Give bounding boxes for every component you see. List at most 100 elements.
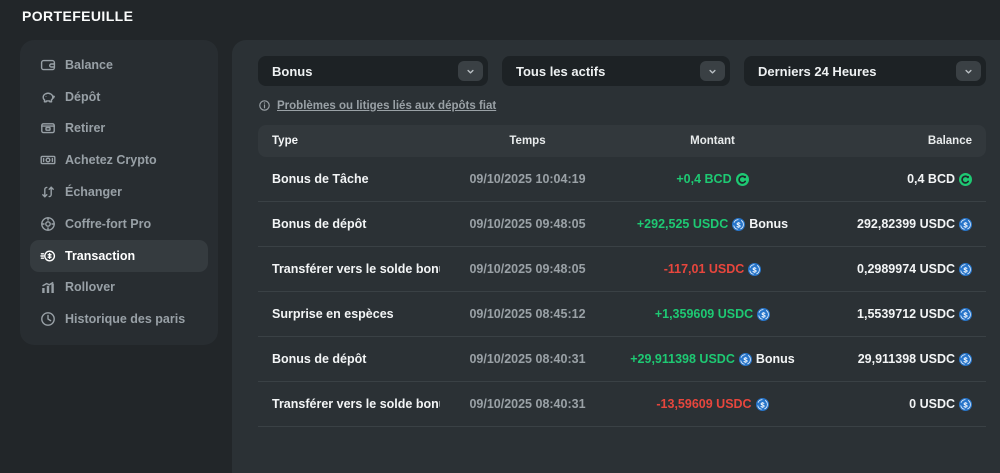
banknote-icon bbox=[40, 152, 56, 168]
transaction-time: 09/10/2025 10:04:19 bbox=[469, 172, 586, 186]
chevron-down-icon[interactable] bbox=[458, 61, 483, 81]
sidebar-item-label: Achetez Crypto bbox=[65, 153, 157, 168]
chevron-down-icon[interactable] bbox=[700, 61, 725, 81]
sidebar-item-changer[interactable]: Échanger bbox=[30, 176, 208, 208]
balance-value: 1,5539712 USDC bbox=[857, 307, 955, 321]
fiat-dispute-link[interactable]: Problèmes ou litiges liés aux dépôts fia… bbox=[277, 99, 497, 112]
amount-value: -13,59609 USDC bbox=[656, 397, 752, 411]
table-row: Surprise en espèces 09/10/2025 08:45:12 +1… bbox=[258, 292, 986, 337]
sidebar-item-label: Transaction bbox=[65, 248, 136, 263]
svg-text:$: $ bbox=[963, 220, 968, 229]
transaction-balance-cell: 0,2989974 USDC $ bbox=[810, 262, 972, 276]
transaction-time: 09/10/2025 08:40:31 bbox=[469, 352, 586, 366]
transaction-amount-cell: +0,4 BCD bbox=[615, 172, 810, 186]
table-header: Type Temps Montant Balance bbox=[258, 125, 986, 157]
usdc-coin-icon: $ bbox=[732, 217, 746, 231]
withdraw-icon bbox=[40, 120, 56, 136]
coin-icon bbox=[40, 248, 56, 264]
sidebar-item-retirer[interactable]: Retirer bbox=[30, 113, 208, 145]
svg-text:$: $ bbox=[963, 400, 968, 409]
sidebar-item-label: Rollover bbox=[65, 280, 116, 295]
transactions-table: Type Temps Montant Balance Bonus de Tâch… bbox=[258, 125, 986, 427]
usdc-coin-icon: $ bbox=[738, 352, 752, 366]
transaction-time: 09/10/2025 08:45:12 bbox=[469, 307, 586, 321]
sidebar-item-label: Balance bbox=[65, 57, 113, 72]
filter-bar: Bonus Tous les actifs Derniers 24 Heures bbox=[258, 56, 986, 86]
transaction-type: Surprise en espèces bbox=[272, 307, 394, 321]
table-body: Bonus de Tâche 09/10/2025 10:04:19 +0,4 BC… bbox=[258, 157, 986, 427]
transaction-type: Bonus de dépôt bbox=[272, 352, 367, 366]
transaction-amount-cell: +29,911398 USDC $ Bonus bbox=[615, 352, 810, 366]
page-title: PORTEFEUILLE bbox=[22, 8, 134, 24]
chart-icon bbox=[40, 279, 56, 295]
column-header-balance: Balance bbox=[927, 135, 972, 147]
sidebar-item-historique-des-paris[interactable]: Historique des paris bbox=[30, 303, 208, 335]
usdc-coin-icon: $ bbox=[959, 397, 972, 411]
piggy-bank-icon bbox=[40, 89, 56, 105]
amount-value: +29,911398 USDC bbox=[630, 352, 735, 366]
balance-value: 0,4 BCD bbox=[907, 172, 955, 186]
usdc-coin-icon: $ bbox=[959, 217, 972, 231]
bonus-tag: Bonus bbox=[749, 217, 789, 231]
balance-value: 29,911398 USDC bbox=[857, 352, 955, 366]
transaction-type: Bonus de dépôt bbox=[272, 217, 367, 231]
svg-text:$: $ bbox=[963, 355, 968, 364]
svg-text:$: $ bbox=[762, 310, 767, 319]
usdc-coin-icon: $ bbox=[755, 397, 769, 411]
sidebar-item-label: Échanger bbox=[65, 185, 122, 200]
time-range-value: Derniers 24 Heures bbox=[758, 63, 877, 79]
fiat-dispute-notice: Problèmes ou litiges liés aux dépôts fia… bbox=[258, 99, 986, 112]
sidebar-item-balance[interactable]: Balance bbox=[30, 49, 208, 81]
transaction-type: Bonus de Tâche bbox=[272, 172, 369, 186]
balance-value: 0,2989974 USDC bbox=[857, 262, 955, 276]
transaction-type: Transférer vers le solde bonu bbox=[272, 262, 440, 276]
transaction-time: 09/10/2025 09:48:05 bbox=[469, 217, 586, 231]
usdc-coin-icon: $ bbox=[757, 307, 771, 321]
sidebar-item-d-p-t[interactable]: Dépôt bbox=[30, 81, 208, 113]
transaction-type: Transférer vers le solde bonu bbox=[272, 397, 440, 411]
transaction-type-dropdown[interactable]: Bonus bbox=[258, 56, 488, 86]
amount-value: +292,525 USDC bbox=[636, 217, 729, 231]
balance-value: 292,82399 USDC bbox=[857, 217, 955, 231]
usdc-coin-icon: $ bbox=[959, 262, 972, 276]
sidebar-item-label: Retirer bbox=[65, 121, 106, 136]
column-header-amount: Montant bbox=[690, 135, 735, 147]
svg-text:$: $ bbox=[743, 355, 748, 364]
transaction-amount-cell: -117,01 USDC $ bbox=[615, 262, 810, 276]
sidebar-item-achetez-crypto[interactable]: Achetez Crypto bbox=[30, 144, 208, 176]
transactions-panel: Bonus Tous les actifs Derniers 24 Heures… bbox=[232, 40, 1000, 473]
usdc-coin-icon: $ bbox=[748, 262, 762, 276]
transaction-balance-cell: 1,5539712 USDC $ bbox=[810, 307, 972, 321]
chevron-down-icon[interactable] bbox=[956, 61, 981, 81]
time-range-dropdown[interactable]: Derniers 24 Heures bbox=[744, 56, 986, 86]
column-header-type: Type bbox=[272, 135, 298, 147]
balance-value: 0 USDC bbox=[909, 397, 955, 411]
transaction-balance-cell: 29,911398 USDC $ bbox=[810, 352, 972, 366]
sidebar-item-coffre-fort-pro[interactable]: Coffre-fort Pro bbox=[30, 208, 208, 240]
column-header-time: Temps bbox=[509, 135, 546, 147]
transaction-balance-cell: 0,4 BCD bbox=[810, 172, 972, 186]
table-row: Transférer vers le solde bonu 09/10/2025 … bbox=[258, 247, 986, 292]
amount-value: +0,4 BCD bbox=[676, 172, 732, 186]
svg-text:$: $ bbox=[760, 400, 765, 409]
vault-icon bbox=[40, 216, 56, 232]
svg-text:$: $ bbox=[753, 265, 758, 274]
asset-filter-dropdown[interactable]: Tous les actifs bbox=[502, 56, 730, 86]
info-icon bbox=[258, 99, 271, 112]
sidebar-item-label: Dépôt bbox=[65, 89, 101, 104]
table-row: Bonus de Tâche 09/10/2025 10:04:19 +0,4 BC… bbox=[258, 157, 986, 202]
transaction-type-value: Bonus bbox=[272, 63, 313, 79]
transaction-balance-cell: 0 USDC $ bbox=[810, 397, 972, 411]
svg-text:$: $ bbox=[963, 310, 968, 319]
svg-text:$: $ bbox=[737, 220, 742, 229]
sidebar-item-label: Historique des paris bbox=[65, 312, 186, 327]
sidebar-item-label: Coffre-fort Pro bbox=[65, 216, 152, 231]
transaction-time: 09/10/2025 09:48:05 bbox=[469, 262, 586, 276]
sidebar-item-rollover[interactable]: Rollover bbox=[30, 272, 208, 304]
table-row: Bonus de dépôt 09/10/2025 08:40:31 +29,911… bbox=[258, 337, 986, 382]
asset-filter-value: Tous les actifs bbox=[516, 63, 606, 79]
sidebar-item-transaction[interactable]: Transaction bbox=[30, 239, 208, 272]
transaction-time: 09/10/2025 08:40:31 bbox=[469, 397, 586, 411]
transaction-balance-cell: 292,82399 USDC $ bbox=[810, 217, 972, 231]
bcd-coin-icon bbox=[735, 172, 749, 186]
